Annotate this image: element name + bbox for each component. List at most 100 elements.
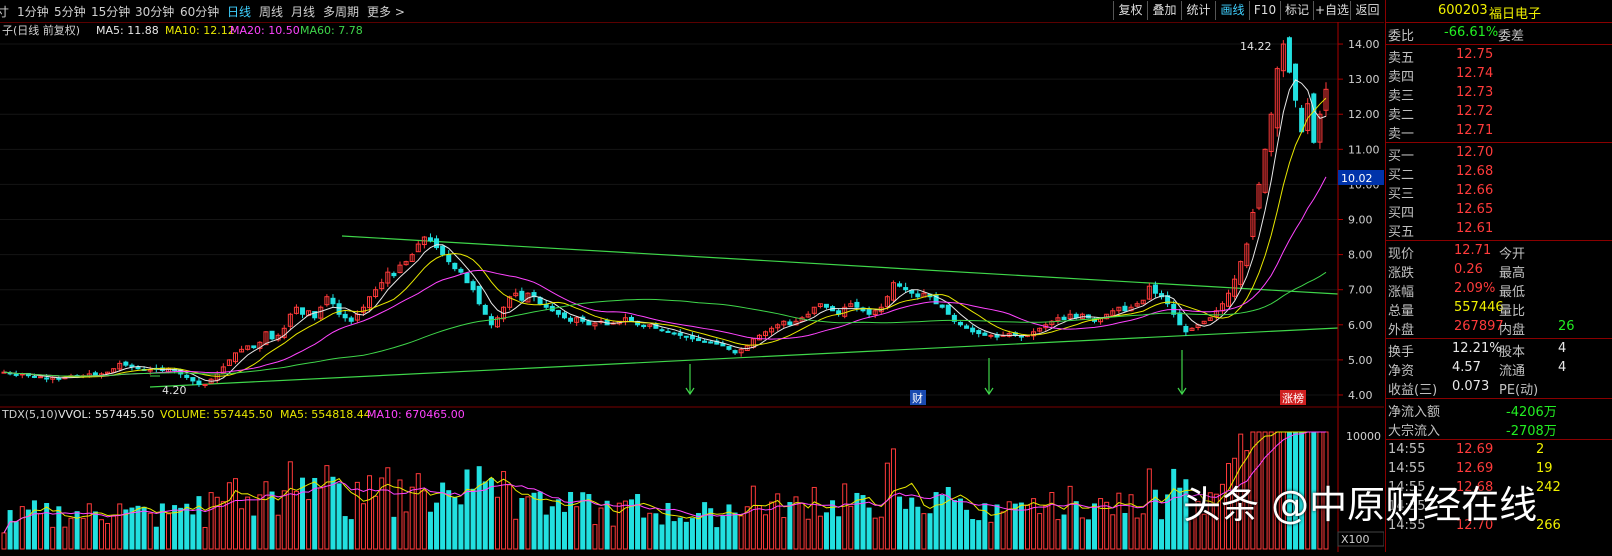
period-multi[interactable]: 多周期 [323,5,360,19]
bid-row[interactable]: 买二 12.68 [1386,163,1612,183]
volume-bar [220,501,226,550]
volume-bar [263,481,269,550]
finance-badge[interactable] [910,390,926,405]
volume-bar [738,515,744,550]
ask-row[interactable]: 卖三 12.73 [1386,84,1612,104]
volume-bar [683,521,689,550]
kline-chart[interactable]: 14.0013.0012.0011.0010.009.008.007.006.0… [0,22,1385,552]
candle-body [988,334,994,337]
candle-body [738,348,744,354]
tick-volume: 242 [1536,480,1561,495]
rank-badge[interactable] [1280,390,1306,405]
bid-label: 买三 [1388,187,1415,202]
more-button[interactable]: 更多 > [367,5,405,19]
volume-bar [1018,502,1024,550]
volume-bar [348,519,354,550]
ask-row[interactable]: 卖一 12.71 [1386,122,1612,142]
ask-row[interactable]: 卖五 12.75 [1386,46,1612,66]
period-tick[interactable]: 寸 [0,5,10,19]
quote-label: 涨幅 [1388,285,1415,300]
candle-body [805,313,811,318]
candle-body [903,287,909,291]
volume-bar [427,511,433,550]
period-15min[interactable]: 15分钟 [91,5,131,19]
bid-row[interactable]: 买三 12.66 [1386,182,1612,202]
period-5min[interactable]: 5分钟 [54,5,86,19]
quote-label: 现价 [1388,247,1415,262]
mark-button[interactable]: 标记 [1280,1,1313,20]
volume-bar [19,506,25,550]
candle-body [1226,292,1232,307]
candle-body [1232,278,1238,297]
ask-label: 卖一 [1388,127,1415,142]
candle-body [330,297,336,305]
flow-value: -4206万 [1506,405,1557,420]
tick-price: 12.69 [1456,442,1494,457]
f10-button[interactable]: F10 [1249,1,1280,20]
trend-lines [149,235,1339,396]
volume-bar [257,494,263,550]
overlay-button[interactable]: 叠加 [1147,1,1181,20]
candle-body [683,335,689,338]
restore-right-button[interactable]: 复权 [1113,1,1147,20]
draw-button[interactable]: 画线 [1215,1,1249,20]
volume-bar [1104,501,1110,550]
ask-row[interactable]: 卖二 12.72 [1386,103,1612,123]
fund-label: 收益(三) [1388,383,1438,398]
bid-row[interactable]: 买五 12.61 [1386,220,1612,240]
ma5-line [3,79,1327,382]
volume-bar [135,505,141,550]
candle-body [38,376,44,379]
candle-body [245,345,251,350]
fund-label: 换手 [1388,345,1415,360]
candle-body [494,317,500,328]
quote-panel: 600203 福日电子 委比 -66.61% 委差 卖五 12.75 卖四 12.74 卖三 12.… [1385,0,1612,552]
period-30min[interactable]: 30分钟 [135,5,175,19]
candle-body [300,307,306,315]
bid-price: 12.65 [1456,202,1494,217]
tick-volume: 19 [1536,461,1553,476]
candle-body [945,304,951,315]
volume-bar [781,517,787,550]
ask-row[interactable]: 卖四 12.74 [1386,65,1612,85]
period-monthly[interactable]: 月线 [291,5,316,19]
finance-badge-label: 财 [912,391,923,405]
tick-row: 14:55 12.68 242 [1386,479,1612,498]
bid-row[interactable]: 买四 12.65 [1386,201,1612,221]
candle-body [464,272,470,284]
stats-button[interactable]: 统计 [1181,1,1215,20]
bid-label: 买二 [1388,168,1415,183]
add-watchlist-button[interactable]: +自选 [1313,1,1350,20]
candle-body [379,282,385,290]
candle-body [458,268,464,273]
candle-body [884,296,890,308]
panel-divider [1386,439,1612,440]
volume-bar [561,511,567,550]
order-ratio-value: -66.61% [1444,25,1499,40]
ask-price: 12.74 [1456,66,1494,81]
stock-code: 600203 [1438,3,1488,18]
rank-badge-label: 涨榜 [1282,391,1304,405]
volume-bar [549,506,555,550]
volume-bar [988,521,994,550]
bid-row[interactable]: 买一 12.70 [1386,144,1612,164]
period-weekly[interactable]: 周线 [259,5,284,19]
stock-header[interactable]: 600203 福日电子 [1386,2,1612,22]
period-60min[interactable]: 60分钟 [180,5,220,19]
volume-bar [342,516,348,550]
volume-bar [397,479,403,550]
period-1min[interactable]: 1分钟 [17,5,49,19]
quote-label: 涨跌 [1388,266,1415,281]
volume-bar [854,492,860,550]
candle-body [1140,299,1146,305]
vol-legend-volume: VOLUME: 557445.50 [160,408,273,421]
volume-bar [1098,498,1104,550]
period-daily[interactable]: 日线 [227,5,252,19]
tick-row: 14:55 12.70 266 [1386,517,1612,536]
volume-bar [245,496,251,550]
back-button[interactable]: 返回 [1350,1,1384,20]
volume-bar [714,527,720,550]
candle-body [1280,43,1286,72]
price-tick-label: 12.00 [1348,108,1380,121]
candle-body [1067,313,1073,320]
